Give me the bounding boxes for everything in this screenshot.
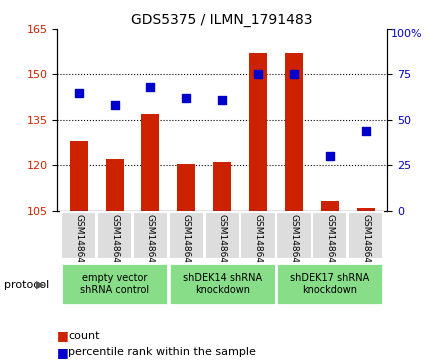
Bar: [285, 53, 303, 211]
Bar: [142, 114, 159, 211]
Text: percentile rank within the sample: percentile rank within the sample: [68, 347, 256, 357]
Text: GSM1486447: GSM1486447: [325, 215, 334, 275]
Point: [219, 97, 226, 103]
Text: count: count: [68, 331, 100, 341]
Point: [290, 72, 297, 77]
FancyBboxPatch shape: [276, 212, 312, 259]
Title: GDS5375 / ILMN_1791483: GDS5375 / ILMN_1791483: [132, 13, 313, 26]
FancyBboxPatch shape: [276, 263, 383, 305]
FancyBboxPatch shape: [348, 212, 383, 259]
Text: ■: ■: [57, 329, 69, 342]
FancyBboxPatch shape: [169, 263, 275, 305]
Bar: [106, 159, 124, 211]
Bar: [357, 208, 374, 211]
FancyBboxPatch shape: [241, 212, 275, 259]
Bar: [321, 201, 339, 211]
Point: [75, 90, 82, 95]
Bar: [249, 53, 267, 211]
Text: ■: ■: [57, 346, 69, 359]
Text: shDEK17 shRNA
knockdown: shDEK17 shRNA knockdown: [290, 273, 370, 295]
Text: ▶: ▶: [36, 280, 44, 290]
Point: [326, 153, 334, 159]
Text: GSM1486442: GSM1486442: [146, 215, 155, 275]
Text: GSM1486443: GSM1486443: [182, 215, 191, 275]
Text: GSM1486440: GSM1486440: [74, 215, 83, 275]
FancyBboxPatch shape: [61, 263, 168, 305]
Text: GSM1486448: GSM1486448: [361, 215, 370, 275]
Point: [111, 102, 118, 108]
Text: empty vector
shRNA control: empty vector shRNA control: [80, 273, 149, 295]
Text: protocol: protocol: [4, 280, 50, 290]
Text: GSM1486441: GSM1486441: [110, 215, 119, 275]
FancyBboxPatch shape: [205, 212, 240, 259]
FancyBboxPatch shape: [312, 212, 348, 259]
Point: [183, 95, 190, 101]
Text: GSM1486444: GSM1486444: [218, 215, 227, 275]
Text: 100%: 100%: [391, 29, 422, 39]
Point: [362, 128, 369, 134]
Point: [255, 72, 262, 77]
FancyBboxPatch shape: [169, 212, 204, 259]
FancyBboxPatch shape: [61, 212, 96, 259]
Text: shDEK14 shRNA
knockdown: shDEK14 shRNA knockdown: [183, 273, 262, 295]
FancyBboxPatch shape: [97, 212, 132, 259]
Text: GSM1486446: GSM1486446: [290, 215, 298, 275]
Bar: [177, 164, 195, 211]
Bar: [213, 162, 231, 211]
Point: [147, 84, 154, 90]
Bar: [70, 141, 88, 211]
FancyBboxPatch shape: [133, 212, 168, 259]
Text: GSM1486445: GSM1486445: [253, 215, 263, 275]
